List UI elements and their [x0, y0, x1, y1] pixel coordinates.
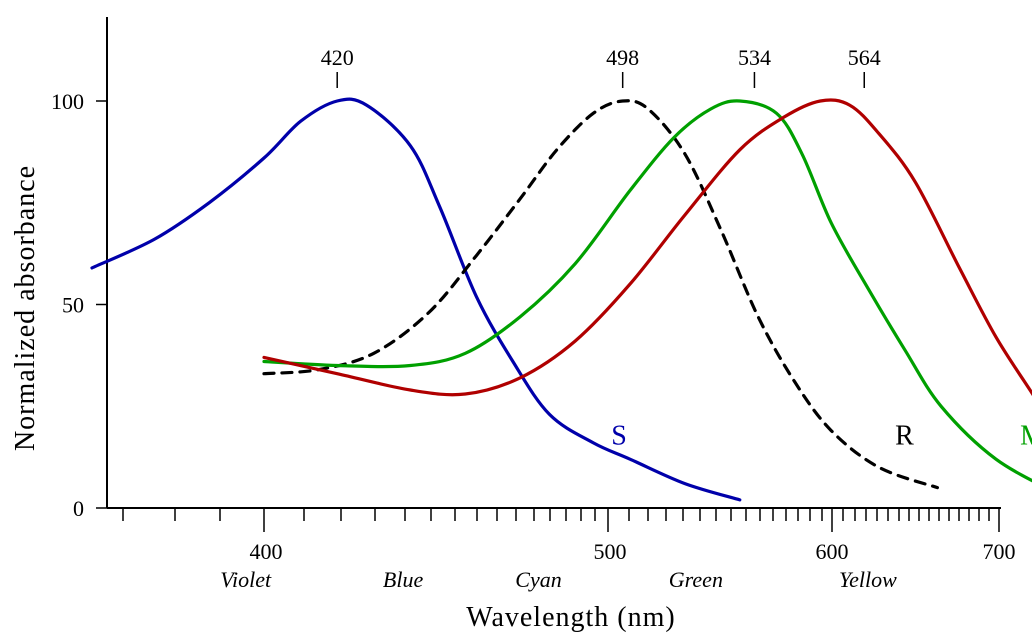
- x-tick-label: 700: [983, 539, 1016, 564]
- series-labels: SRML: [611, 421, 1032, 452]
- y-axis-title: Normalized absorbance: [10, 165, 41, 451]
- x-tick-label: 500: [594, 539, 627, 564]
- color-band-label: Yellow: [839, 567, 897, 592]
- series-line-s: [90, 97, 742, 502]
- x-ticks: [122, 508, 1000, 532]
- curves: [90, 97, 1032, 502]
- x-tick-label: 400: [250, 539, 283, 564]
- x-tick-labels: 400 500 600 700: [250, 539, 1016, 564]
- x-tick-label: 600: [816, 539, 849, 564]
- peak-label: 534: [738, 45, 771, 70]
- color-band-label: Green: [669, 567, 723, 592]
- x-axis-title: Wavelength (nm): [466, 602, 675, 633]
- peak-markers: 420 498 534 564: [321, 45, 881, 88]
- color-band-label: Cyan: [515, 567, 561, 592]
- y-tick-label: 100: [51, 89, 84, 114]
- color-band-label: Blue: [383, 567, 424, 592]
- series-line-l: [262, 98, 1032, 397]
- series-label-r: R: [895, 421, 914, 452]
- series-line-m: [262, 99, 1032, 483]
- series-line-r: [262, 99, 939, 490]
- series-label-s: S: [611, 421, 627, 452]
- color-band-label: Violet: [220, 567, 272, 592]
- y-ticks: [96, 100, 107, 509]
- peak-label: 420: [321, 45, 354, 70]
- y-tick-label: 0: [73, 496, 84, 521]
- peak-label: 564: [848, 45, 881, 70]
- y-tick-labels: 0 50 100: [51, 89, 84, 521]
- y-tick-label: 50: [62, 293, 84, 318]
- color-band-labels: VioletBlueCyanGreenYellowRed: [220, 567, 897, 592]
- series-label-m: M: [1020, 421, 1032, 452]
- axes: [106, 17, 1001, 509]
- peak-label: 498: [606, 45, 639, 70]
